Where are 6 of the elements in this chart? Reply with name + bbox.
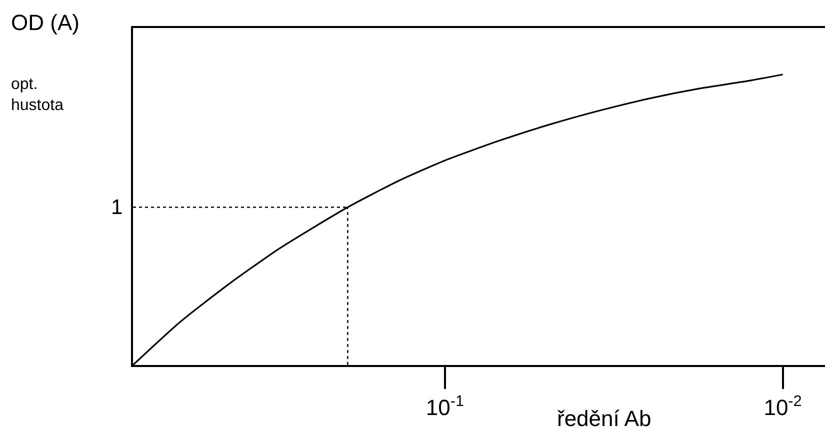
ref-line-label: 1 (111, 196, 123, 219)
y-axis-title: OD (A) (11, 10, 80, 35)
x-axis-title: ředění Ab (557, 406, 652, 431)
text: opt. hustota (11, 76, 64, 114)
x-tick-label: 10$^{-2}$ (764, 392, 802, 420)
x-tick-label: 10$^{-1}$ (426, 392, 464, 420)
